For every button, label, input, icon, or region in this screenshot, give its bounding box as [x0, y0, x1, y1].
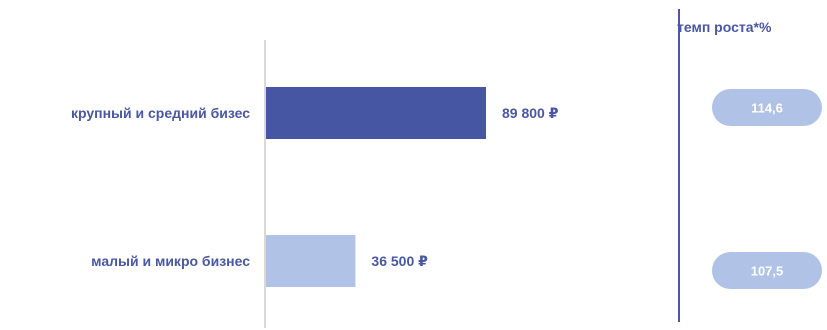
- category-label: крупный и средний бизес: [71, 105, 250, 121]
- growth-pill: [712, 252, 822, 289]
- bar: [266, 87, 487, 139]
- value-label: 36 500 ₽: [371, 253, 428, 269]
- category-label: малый и микро бизнес: [91, 253, 250, 269]
- bar: [266, 235, 356, 287]
- growth-pill: [712, 89, 822, 126]
- growth-pill-label: 114,6: [751, 101, 783, 116]
- growth-header: темп роста*%: [677, 19, 772, 35]
- growth-pill-label: 107,5: [751, 264, 784, 279]
- chart-marks: крупный и средний бизес 89 800 ₽ 114,6 малы…: [71, 87, 822, 289]
- value-label: 89 800 ₽: [502, 105, 559, 121]
